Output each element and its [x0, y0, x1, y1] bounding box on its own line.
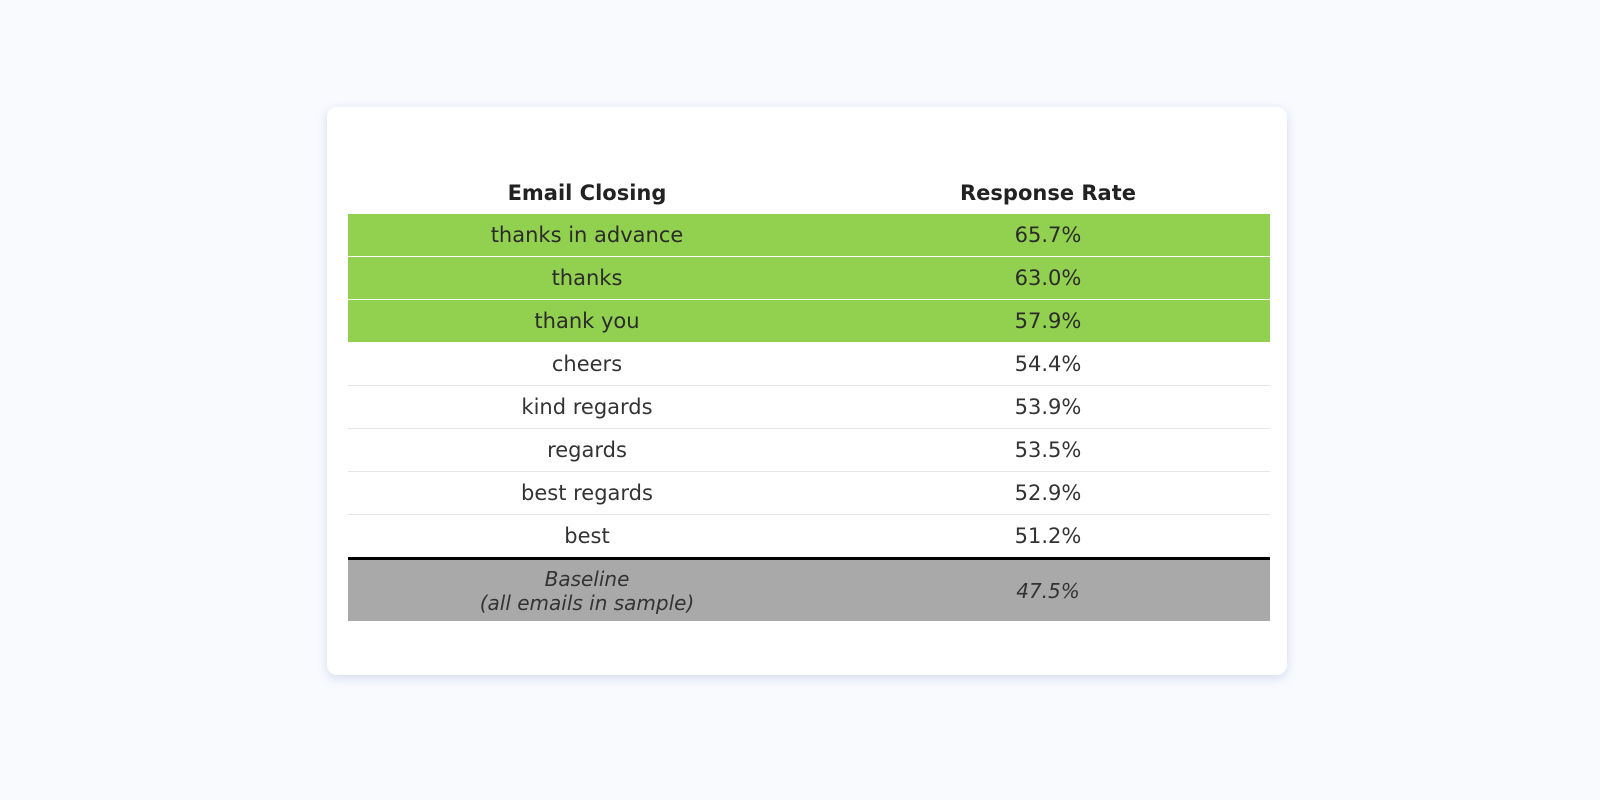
baseline-label: Baseline: [544, 566, 630, 591]
header-response-rate: Response Rate: [960, 181, 1136, 205]
closing-cell: cheers: [348, 342, 826, 386]
rate-cell: 53.9%: [826, 385, 1270, 429]
rate-cell: 65.7%: [826, 214, 1270, 257]
header-email-closing: Email Closing: [507, 181, 667, 205]
table-row: thanks in advance 65.7%: [348, 214, 1270, 257]
closing-cell: regards: [348, 428, 826, 472]
table-row: thanks 63.0%: [348, 256, 1270, 300]
rate-cell: 51.2%: [1014, 524, 1082, 548]
table-row: kind regards 53.9%: [348, 385, 1270, 429]
table-row: regards 53.5%: [348, 428, 1270, 472]
table-row: best 51.2%: [348, 515, 1270, 559]
baseline-label-cell: Baseline (all emails in sample): [348, 557, 826, 621]
closing-cell: thanks in advance: [348, 214, 826, 257]
table-row: best regards 52.9%: [348, 471, 1270, 515]
rate-cell: 53.5%: [826, 428, 1270, 472]
closing-cell: thank you: [348, 299, 826, 343]
table-row: thank you 57.9%: [348, 299, 1270, 343]
closing-cell: kind regards: [348, 385, 826, 429]
closing-cell: thanks: [348, 256, 826, 300]
closing-cell: best regards: [348, 471, 826, 515]
rate-cell: 52.9%: [826, 471, 1270, 515]
rate-cell: 57.9%: [826, 299, 1270, 343]
table-row: cheers 54.4%: [348, 342, 1270, 386]
baseline-rate-cell: 47.5%: [826, 557, 1270, 621]
baseline-row: Baseline (all emails in sample) 47.5%: [348, 557, 1270, 621]
baseline-sublabel: (all emails in sample): [479, 590, 695, 615]
response-rate-table: Email Closing Response Rate thanks in ad…: [348, 172, 1270, 621]
table-card: Email Closing Response Rate thanks in ad…: [327, 107, 1287, 675]
closing-cell: best: [564, 524, 610, 548]
table-header-row: Email Closing Response Rate: [348, 172, 1270, 214]
rate-cell: 63.0%: [826, 256, 1270, 300]
rate-cell: 54.4%: [826, 342, 1270, 386]
